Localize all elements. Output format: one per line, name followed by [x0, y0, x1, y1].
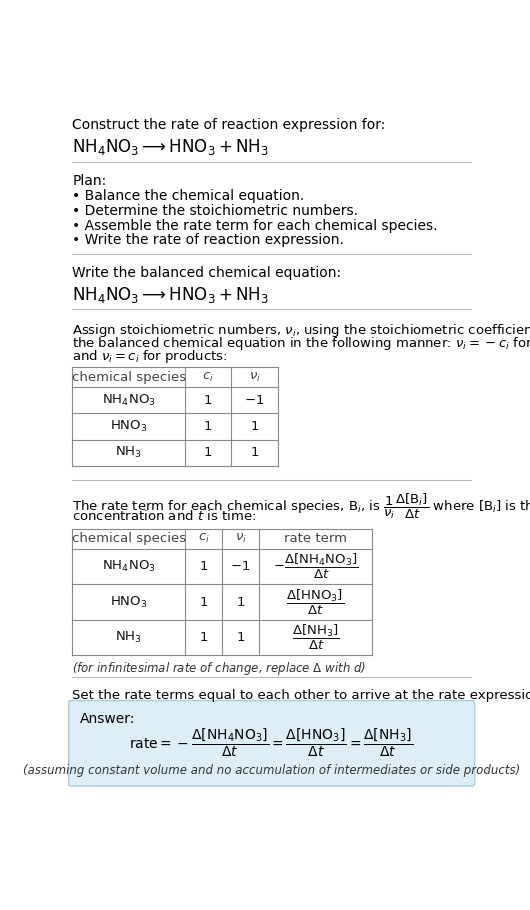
Text: Assign stoichiometric numbers, $\nu_i$, using the stoichiometric coefficients, $: Assign stoichiometric numbers, $\nu_i$, …	[73, 322, 530, 339]
Text: $\mathrm{HNO_3}$: $\mathrm{HNO_3}$	[110, 419, 147, 434]
Text: • Balance the chemical equation.: • Balance the chemical equation.	[73, 189, 305, 203]
Text: 1: 1	[250, 446, 259, 460]
Text: • Assemble the rate term for each chemical species.: • Assemble the rate term for each chemic…	[73, 218, 438, 233]
Text: $-1$: $-1$	[231, 560, 251, 573]
Text: 1: 1	[199, 560, 208, 573]
Text: Plan:: Plan:	[73, 174, 107, 187]
Text: and $\nu_i = c_i$ for products:: and $\nu_i = c_i$ for products:	[73, 348, 228, 365]
Text: $\mathrm{NH_3}$: $\mathrm{NH_3}$	[115, 445, 142, 460]
Text: $\mathrm{NH_4NO_3}$: $\mathrm{NH_4NO_3}$	[102, 559, 156, 574]
Text: $c_i$: $c_i$	[198, 532, 209, 545]
Text: rate term: rate term	[284, 532, 347, 545]
Text: 1: 1	[199, 631, 208, 644]
Text: Set the rate terms equal to each other to arrive at the rate expression:: Set the rate terms equal to each other t…	[73, 689, 530, 702]
Text: concentration and $t$ is time:: concentration and $t$ is time:	[73, 509, 257, 523]
Text: chemical species: chemical species	[72, 370, 186, 384]
Text: $\mathrm{NH_4NO_3}$: $\mathrm{NH_4NO_3}$	[102, 393, 156, 408]
Text: chemical species: chemical species	[72, 532, 186, 545]
Text: 1: 1	[204, 394, 213, 407]
Text: $\mathrm{HNO_3}$: $\mathrm{HNO_3}$	[110, 594, 147, 610]
Text: $\mathrm{NH_4NO_3} \longrightarrow \mathrm{HNO_3 + NH_3}$: $\mathrm{NH_4NO_3} \longrightarrow \math…	[73, 136, 269, 157]
Text: $\mathrm{rate} = -\dfrac{\Delta[\mathrm{NH_4NO_3}]}{\Delta t} = \dfrac{\Delta[\m: $\mathrm{rate} = -\dfrac{\Delta[\mathrm{…	[129, 727, 414, 759]
Text: (assuming constant volume and no accumulation of intermediates or side products): (assuming constant volume and no accumul…	[23, 764, 520, 777]
Text: $\mathrm{NH_3}$: $\mathrm{NH_3}$	[115, 630, 142, 645]
Text: 1: 1	[250, 420, 259, 433]
Text: $\nu_i$: $\nu_i$	[249, 370, 261, 384]
Text: Construct the rate of reaction expression for:: Construct the rate of reaction expressio…	[73, 118, 386, 133]
Text: 1: 1	[199, 595, 208, 609]
Text: Answer:: Answer:	[80, 713, 136, 726]
Text: 1: 1	[204, 420, 213, 433]
Text: • Write the rate of reaction expression.: • Write the rate of reaction expression.	[73, 233, 344, 248]
Text: the balanced chemical equation in the following manner: $\nu_i = -c_i$ for react: the balanced chemical equation in the fo…	[73, 335, 530, 352]
Text: The rate term for each chemical species, $\mathrm{B}_i$, is $\dfrac{1}{\nu_i}\df: The rate term for each chemical species,…	[73, 492, 530, 521]
Text: $c_i$: $c_i$	[202, 370, 214, 384]
Text: • Determine the stoichiometric numbers.: • Determine the stoichiometric numbers.	[73, 204, 358, 217]
Text: $\nu_i$: $\nu_i$	[235, 532, 246, 545]
Text: Write the balanced chemical equation:: Write the balanced chemical equation:	[73, 267, 341, 280]
Text: $-1$: $-1$	[244, 394, 265, 407]
Text: 1: 1	[236, 595, 245, 609]
Text: $-\dfrac{\Delta[\mathrm{NH_4NO_3}]}{\Delta t}$: $-\dfrac{\Delta[\mathrm{NH_4NO_3}]}{\Del…	[272, 552, 358, 581]
Text: (for infinitesimal rate of change, replace $\Delta$ with $d$): (for infinitesimal rate of change, repla…	[73, 660, 367, 677]
Text: $\dfrac{\Delta[\mathrm{HNO_3}]}{\Delta t}$: $\dfrac{\Delta[\mathrm{HNO_3}]}{\Delta t…	[286, 587, 345, 617]
Text: $\mathrm{NH_4NO_3} \longrightarrow \mathrm{HNO_3 + NH_3}$: $\mathrm{NH_4NO_3} \longrightarrow \math…	[73, 285, 269, 305]
FancyBboxPatch shape	[68, 701, 475, 786]
Text: 1: 1	[204, 446, 213, 460]
Text: $\dfrac{\Delta[\mathrm{NH_3}]}{\Delta t}$: $\dfrac{\Delta[\mathrm{NH_3}]}{\Delta t}…	[292, 622, 339, 652]
Text: 1: 1	[236, 631, 245, 644]
